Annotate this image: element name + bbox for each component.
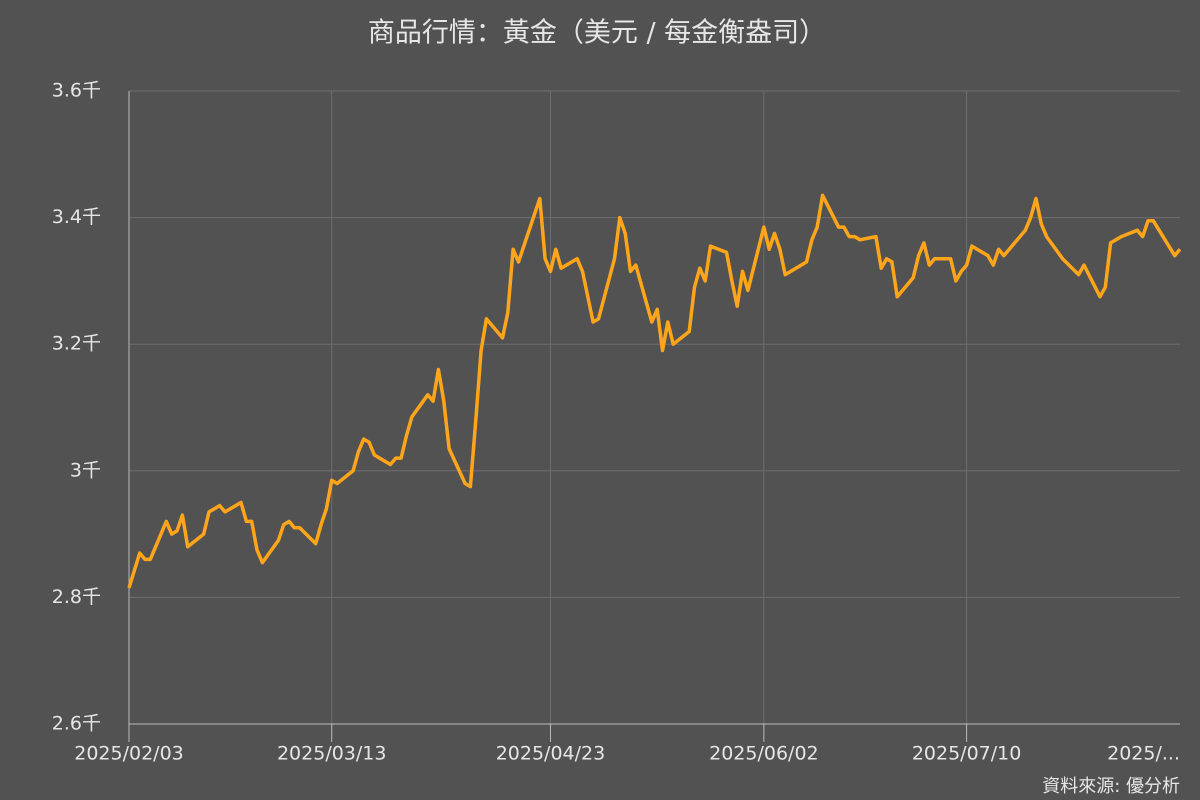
y-tick-label: 2.8千 bbox=[52, 586, 101, 608]
chart-title: 商品行情：黃金（美元 / 每金衡盎司） bbox=[368, 18, 826, 49]
series-line bbox=[127, 193, 1182, 589]
y-tick-label: 3.6千 bbox=[52, 80, 101, 102]
x-tick-label: 2025/... bbox=[1107, 743, 1180, 765]
y-tick-label: 3千 bbox=[70, 459, 101, 481]
x-tick-label: 2025/04/23 bbox=[496, 743, 606, 765]
y-tick-label: 3.2千 bbox=[52, 333, 101, 355]
source-note: 資料來源: 優分析 bbox=[1042, 776, 1180, 797]
x-tick-label: 2025/06/02 bbox=[709, 743, 819, 765]
x-tick-label: 2025/07/10 bbox=[912, 743, 1022, 765]
x-tick-label: 2025/02/03 bbox=[74, 743, 184, 765]
y-tick-label: 3.4千 bbox=[52, 206, 101, 228]
y-tick-label: 2.6千 bbox=[52, 713, 101, 735]
x-tick-label: 2025/03/13 bbox=[277, 743, 387, 765]
